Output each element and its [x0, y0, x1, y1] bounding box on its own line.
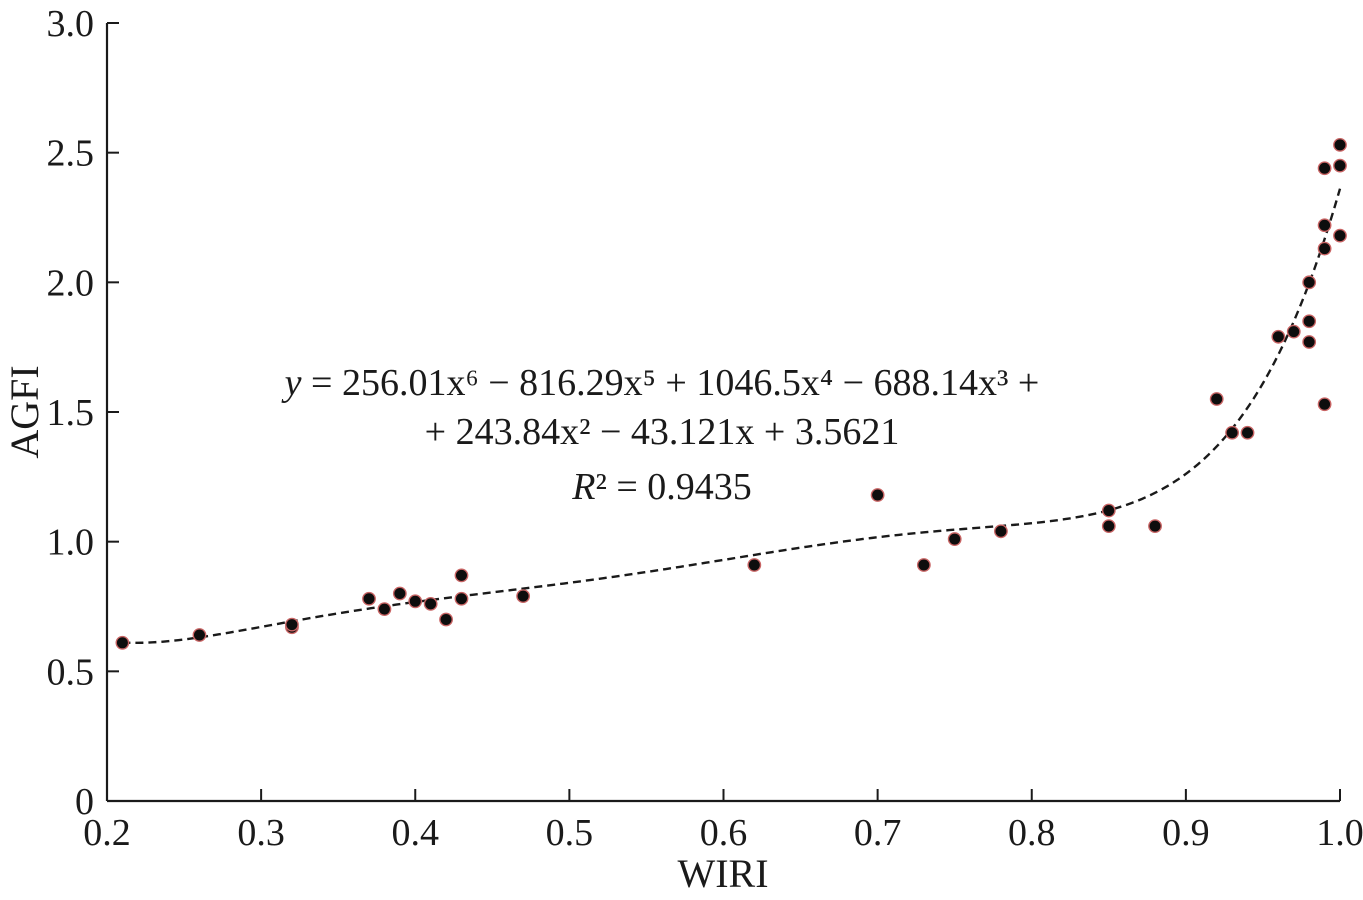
data-point: [1317, 218, 1332, 233]
r-squared-value: ² = 0.9435: [595, 466, 751, 508]
data-point: [1317, 241, 1332, 256]
data-point: [1148, 519, 1162, 534]
data-point: [423, 597, 438, 611]
data-point: [1271, 329, 1286, 344]
data-point: [454, 568, 469, 583]
x-tick-label: 1.0: [1316, 812, 1363, 854]
data-points: [115, 137, 1347, 650]
data-point: [1286, 324, 1301, 339]
trendline-equation: y = 256.01x⁶ − 816.29x⁵ + 1046.5x⁴ − 688…: [281, 362, 1040, 508]
data-point: [1302, 335, 1317, 349]
data-point: [747, 558, 762, 572]
data-point: [408, 594, 423, 609]
data-point: [516, 589, 531, 604]
data-point: [994, 524, 1008, 539]
data-point: [454, 591, 469, 606]
data-point: [916, 558, 931, 572]
data-point: [1225, 425, 1240, 440]
equation-line-2: + 243.84x² − 43.121x + 3.5621: [425, 411, 900, 453]
data-point: [115, 635, 130, 650]
data-point: [439, 612, 453, 627]
x-axis-title: WIRI: [677, 851, 768, 896]
data-point: [870, 488, 885, 502]
y-tick-label: 0.5: [47, 651, 95, 693]
r-squared-var: R: [571, 466, 595, 508]
y-tick-label: 2.5: [47, 133, 95, 175]
r-squared-label: R² = 0.9435: [571, 466, 752, 508]
data-point: [192, 628, 207, 642]
y-ticks: 0 0.5 1.0 1.5 2.0 2.5 3.0: [47, 3, 119, 823]
equation-line-1-terms: = 256.01x⁶ − 816.29x⁵ + 1046.5x⁴ − 688.1…: [302, 362, 1040, 404]
data-point: [377, 602, 392, 616]
x-tick-label: 0.2: [83, 812, 131, 854]
x-ticks: 0.2 0.3 0.4 0.5 0.6 0.7 0.8 0.9 1.0: [83, 789, 1363, 854]
data-point: [1209, 392, 1224, 406]
x-tick-label: 0.7: [854, 812, 902, 854]
data-point: [362, 591, 376, 606]
x-tick-label: 0.9: [1162, 812, 1210, 854]
polynomial-trendline: [122, 188, 1342, 645]
data-point: [1333, 228, 1347, 243]
y-tick-label: 1.5: [47, 392, 95, 434]
x-tick-label: 0.8: [1008, 812, 1056, 854]
data-point: [1240, 425, 1255, 440]
y-tick-label: 1.0: [47, 522, 95, 564]
data-point: [1101, 503, 1116, 518]
data-point: [392, 586, 407, 601]
x-tick-label: 0.3: [237, 812, 285, 854]
y-tick-label: 2.0: [47, 262, 95, 304]
x-tick-label: 0.4: [392, 812, 440, 854]
y-tick-label: 0: [75, 781, 94, 823]
data-point: [1333, 158, 1347, 173]
data-point: [1101, 519, 1116, 534]
data-point: [1302, 314, 1317, 329]
data-point: [285, 617, 299, 632]
equation-var-y: y: [281, 362, 302, 404]
data-point: [1333, 137, 1347, 152]
data-point: [1302, 275, 1317, 290]
data-point: [947, 532, 962, 546]
x-tick-label: 0.5: [546, 812, 594, 854]
data-point: [1317, 161, 1332, 176]
equation-line-1: y = 256.01x⁶ − 816.29x⁵ + 1046.5x⁴ − 688…: [281, 362, 1040, 404]
data-point: [1317, 397, 1332, 412]
y-axis-title: AGFI: [2, 365, 47, 458]
y-tick-label: 3.0: [47, 3, 95, 45]
x-tick-label: 0.6: [700, 812, 748, 854]
